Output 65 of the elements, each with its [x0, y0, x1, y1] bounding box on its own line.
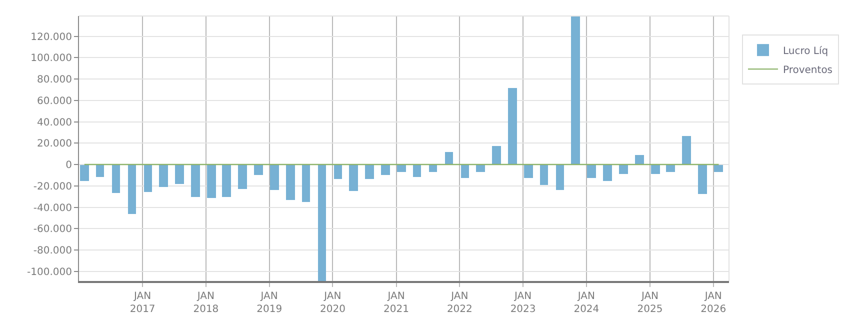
x-tick-label: JAN 2019 — [256, 291, 282, 313]
y-tick-label: -20.000 — [33, 181, 72, 192]
x-tick-label: JAN 2020 — [320, 291, 346, 313]
bar — [429, 165, 437, 172]
y-tick-label: 40.000 — [37, 117, 72, 128]
bar — [144, 165, 152, 192]
y-tick-label: 80.000 — [37, 74, 72, 86]
bar — [524, 165, 533, 178]
bar — [651, 165, 660, 174]
bar — [492, 146, 501, 165]
legend-label: Proventos — [783, 64, 833, 76]
bar — [318, 165, 326, 281]
bar — [238, 165, 247, 189]
bar — [96, 165, 104, 177]
y-tick-label: -100.000 — [27, 266, 72, 278]
bar — [476, 165, 485, 172]
x-tick-label: JAN 2025 — [637, 291, 663, 313]
bar — [445, 152, 453, 165]
bar — [207, 165, 216, 198]
bar — [128, 165, 136, 214]
bar — [682, 136, 691, 165]
bar — [461, 165, 469, 178]
x-tick-label: JAN 2022 — [446, 291, 472, 313]
bar — [556, 165, 564, 190]
bar — [349, 165, 358, 191]
bar — [714, 165, 723, 172]
bar — [587, 165, 596, 178]
bar — [175, 165, 184, 184]
bar — [80, 165, 89, 181]
bar — [270, 165, 279, 190]
bar — [397, 165, 406, 172]
y-tick-label: 120.000 — [30, 32, 72, 43]
bar — [666, 165, 675, 172]
y-tick-label: -60.000 — [33, 224, 72, 236]
x-tick-label: JAN 2024 — [574, 291, 600, 313]
bar — [571, 16, 580, 165]
y-tick-label: -80.000 — [33, 246, 72, 257]
bar — [635, 155, 644, 165]
x-tick-label: JAN 2018 — [193, 291, 219, 313]
bar — [159, 165, 168, 187]
y-tick-label: 60.000 — [37, 96, 72, 107]
x-tick-label: JAN 2026 — [700, 291, 726, 313]
y-tick-label: 0 — [66, 160, 72, 172]
legend-label: Lucro Líq — [783, 46, 828, 57]
bar — [603, 165, 612, 181]
x-tick-label: JAN 2017 — [130, 291, 156, 313]
bar — [381, 165, 390, 175]
x-tick-label: JAN 2021 — [384, 291, 409, 313]
bar — [191, 165, 200, 197]
bar — [334, 165, 342, 179]
bar — [365, 165, 374, 179]
y-tick-label: 100.000 — [30, 53, 72, 64]
bar — [540, 165, 548, 185]
bar — [698, 165, 707, 194]
y-tick-label: -40.000 — [33, 202, 72, 214]
bar — [254, 165, 263, 175]
bar — [302, 165, 310, 202]
bar — [508, 88, 517, 165]
x-tick-label: JAN 2023 — [510, 291, 536, 313]
bar — [619, 165, 628, 174]
bar — [286, 165, 295, 200]
bar — [112, 165, 120, 193]
bar — [222, 165, 231, 197]
y-tick-label: 20.000 — [37, 138, 72, 150]
bar — [413, 165, 421, 177]
